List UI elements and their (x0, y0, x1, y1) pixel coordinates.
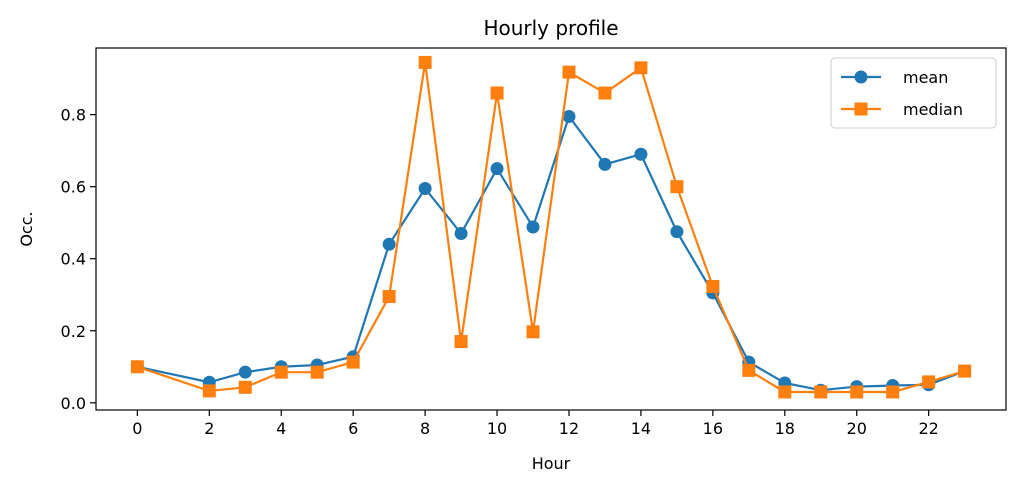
data-point-median (814, 385, 828, 399)
data-point-median (310, 365, 324, 379)
x-tick-label: 22 (918, 419, 938, 438)
x-tick-label: 20 (847, 419, 867, 438)
data-point-median (490, 86, 504, 100)
data-point-mean (526, 220, 540, 234)
data-point-median (634, 61, 648, 75)
x-tick-label: 0 (132, 419, 142, 438)
data-point-mean (454, 227, 468, 241)
data-point-mean (418, 181, 432, 195)
data-point-mean (382, 237, 396, 251)
data-point-median (706, 279, 720, 293)
y-tick-label: 0.2 (61, 322, 86, 341)
data-point-median (742, 363, 756, 377)
data-point-median (886, 385, 900, 399)
chart-title: Hourly profile (483, 16, 618, 40)
x-tick-label: 8 (420, 419, 430, 438)
data-point-median (778, 385, 792, 399)
x-tick-label: 16 (703, 419, 723, 438)
y-axis-label: Occ. (17, 211, 36, 246)
data-point-median (382, 290, 396, 304)
series-line-mean (137, 114, 966, 392)
data-point-mean (598, 157, 612, 171)
data-point-median (670, 180, 684, 194)
y-tick-label: 0.8 (61, 106, 86, 125)
data-point-mean (490, 162, 504, 176)
plot-area (130, 55, 972, 399)
plot-frame (95, 47, 1007, 411)
data-point-median (202, 384, 216, 398)
data-point-mean (562, 109, 576, 123)
legend-label-median: median (903, 100, 963, 119)
y-tick-label: 0.6 (61, 178, 86, 197)
data-point-median (562, 65, 576, 79)
legend: mean median (830, 57, 997, 129)
x-axis-label: Hour (532, 454, 571, 473)
x-tick-label: 14 (631, 419, 651, 438)
data-point-median (130, 360, 144, 374)
x-tick-label: 12 (559, 419, 579, 438)
data-point-median (598, 86, 612, 100)
x-tick-label: 6 (348, 419, 358, 438)
x-tick-label: 10 (487, 419, 507, 438)
data-point-median (238, 380, 252, 394)
data-point-median (418, 55, 432, 69)
y-axis: 0.0 0.2 0.4 0.6 0.8 (61, 106, 96, 413)
data-point-median (346, 355, 360, 369)
data-point-median (958, 364, 972, 378)
legend-marker-median (854, 102, 868, 116)
data-point-median (526, 325, 540, 339)
x-tick-label: 4 (276, 419, 286, 438)
legend-box (830, 57, 997, 129)
legend-label-mean: mean (903, 68, 948, 87)
data-point-median (274, 365, 288, 379)
data-point-median (922, 375, 936, 389)
data-point-mean (634, 147, 648, 161)
y-tick-label: 0.0 (61, 394, 86, 413)
data-point-mean (238, 365, 252, 379)
legend-marker-mean (854, 70, 868, 84)
x-axis: 0 2 4 6 8 10 12 14 16 18 20 22 (132, 410, 939, 438)
data-point-mean (670, 225, 684, 239)
y-tick-label: 0.4 (61, 250, 86, 269)
x-tick-label: 18 (775, 419, 795, 438)
data-point-median (454, 335, 468, 349)
data-point-median (850, 385, 864, 399)
x-tick-label: 2 (204, 419, 214, 438)
